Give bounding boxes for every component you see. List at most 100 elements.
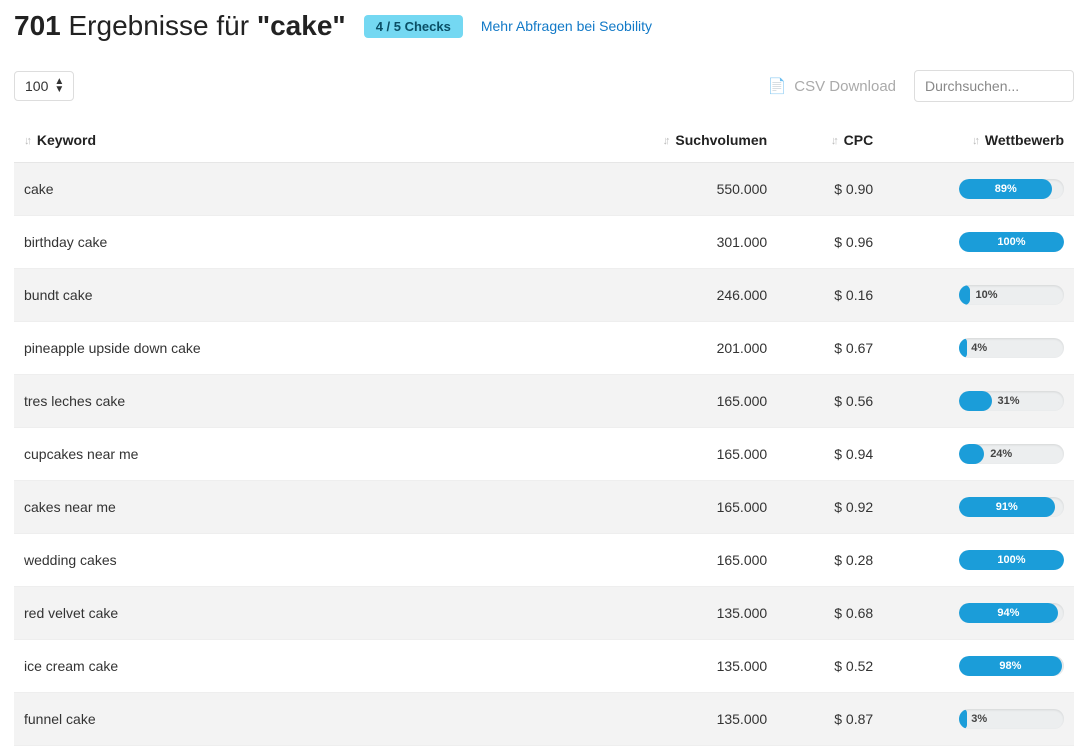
dropdown-icon: ▲▼ (54, 78, 63, 94)
cell-competition: 94% (883, 587, 1074, 640)
controls-row: 100 ▲▼ 📄 CSV Download (14, 70, 1074, 102)
cell-competition: 91% (883, 481, 1074, 534)
cell-volume: 550.000 (629, 163, 777, 216)
competition-bar: 31% (959, 391, 1064, 411)
sort-icon: ↓↑ (24, 135, 29, 147)
header-row: 701 Ergebnisse für "cake" 4 / 5 Checks M… (14, 10, 1074, 42)
cell-cpc: $ 0.28 (777, 534, 883, 587)
competition-bar: 94% (959, 603, 1064, 623)
cell-keyword: red velvet cake (14, 587, 629, 640)
cell-volume: 165.000 (629, 481, 777, 534)
result-count: 701 (14, 10, 61, 41)
competition-bar: 10% (959, 285, 1064, 305)
cell-keyword: birthday cake (14, 216, 629, 269)
cell-cpc: $ 0.52 (777, 640, 883, 693)
csv-label: CSV Download (794, 78, 896, 95)
cell-volume: 135.000 (629, 640, 777, 693)
competition-bar: 89% (959, 179, 1064, 199)
table-row: pineapple upside down cake201.000$ 0.67 4… (14, 322, 1074, 375)
cell-competition: 4% (883, 322, 1074, 375)
competition-label: 89% (995, 183, 1017, 195)
cell-volume: 135.000 (629, 693, 777, 746)
cell-keyword: funnel cake (14, 693, 629, 746)
cell-volume: 165.000 (629, 428, 777, 481)
competition-label: 94% (997, 607, 1019, 619)
table-row: cake550.000$ 0.90 89% (14, 163, 1074, 216)
table-row: tres leches cake165.000$ 0.56 31% (14, 375, 1074, 428)
competition-bar: 100% (959, 232, 1064, 252)
col-header-volume-label: Suchvolumen (675, 132, 767, 148)
cell-cpc: $ 0.67 (777, 322, 883, 375)
cell-cpc: $ 0.90 (777, 163, 883, 216)
more-queries-link[interactable]: Mehr Abfragen bei Seobility (481, 18, 652, 34)
competition-label: 31% (998, 395, 1020, 407)
cell-volume: 201.000 (629, 322, 777, 375)
cell-competition: 98% (883, 640, 1074, 693)
page-title: 701 Ergebnisse für "cake" (14, 10, 346, 42)
csv-download-button[interactable]: 📄 CSV Download (768, 77, 896, 95)
table-row: wedding cakes165.000$ 0.28 100% (14, 534, 1074, 587)
cell-cpc: $ 0.94 (777, 428, 883, 481)
cell-volume: 165.000 (629, 534, 777, 587)
cell-keyword: pineapple upside down cake (14, 322, 629, 375)
page-size-selector[interactable]: 100 ▲▼ (14, 71, 74, 101)
table-row: cakes near me165.000$ 0.92 91% (14, 481, 1074, 534)
competition-label: 3% (971, 713, 987, 725)
table-row: cupcakes near me165.000$ 0.94 24% (14, 428, 1074, 481)
table-row: ice cream cake135.000$ 0.52 98% (14, 640, 1074, 693)
cell-keyword: tres leches cake (14, 375, 629, 428)
page-size-value: 100 (25, 78, 48, 94)
search-input[interactable] (914, 70, 1074, 102)
col-header-cpc[interactable]: ↓↑ CPC (777, 118, 883, 163)
col-header-competition-label: Wettbewerb (985, 132, 1064, 148)
cell-volume: 135.000 (629, 587, 777, 640)
results-prefix: Ergebnisse für (69, 10, 250, 41)
cell-keyword: ice cream cake (14, 640, 629, 693)
competition-label: 100% (997, 554, 1025, 566)
table-row: birthday cake301.000$ 0.96 100% (14, 216, 1074, 269)
competition-label: 98% (999, 660, 1021, 672)
cell-cpc: $ 0.68 (777, 587, 883, 640)
competition-bar: 91% (959, 497, 1064, 517)
cell-keyword: cakes near me (14, 481, 629, 534)
cell-competition: 100% (883, 534, 1074, 587)
checks-badge[interactable]: 4 / 5 Checks (364, 15, 463, 38)
table-row: red velvet cake135.000$ 0.68 94% (14, 587, 1074, 640)
cell-cpc: $ 0.87 (777, 693, 883, 746)
competition-bar: 3% (959, 709, 1064, 729)
cell-competition: 24% (883, 428, 1074, 481)
competition-label: 100% (997, 236, 1025, 248)
competition-bar: 4% (959, 338, 1064, 358)
cell-competition: 100% (883, 216, 1074, 269)
cell-cpc: $ 0.56 (777, 375, 883, 428)
cell-cpc: $ 0.96 (777, 216, 883, 269)
cell-keyword: cake (14, 163, 629, 216)
col-header-keyword-label: Keyword (37, 132, 96, 148)
results-table: ↓↑ Keyword ↓↑ Suchvolumen ↓↑ CPC ↓↑ Wett… (14, 118, 1074, 746)
cell-competition: 89% (883, 163, 1074, 216)
sort-icon: ↓↑ (831, 135, 836, 147)
competition-bar: 100% (959, 550, 1064, 570)
cell-volume: 246.000 (629, 269, 777, 322)
cell-competition: 31% (883, 375, 1074, 428)
col-header-volume[interactable]: ↓↑ Suchvolumen (629, 118, 777, 163)
col-header-keyword[interactable]: ↓↑ Keyword (14, 118, 629, 163)
competition-bar: 98% (959, 656, 1064, 676)
cell-keyword: cupcakes near me (14, 428, 629, 481)
cell-cpc: $ 0.92 (777, 481, 883, 534)
competition-label: 10% (976, 289, 998, 301)
table-row: funnel cake135.000$ 0.87 3% (14, 693, 1074, 746)
competition-label: 91% (996, 501, 1018, 513)
search-term: cake (270, 10, 332, 41)
file-icon: 📄 (768, 77, 787, 95)
competition-bar: 24% (959, 444, 1064, 464)
col-header-cpc-label: CPC (844, 132, 874, 148)
right-controls: 📄 CSV Download (768, 70, 1074, 102)
cell-competition: 10% (883, 269, 1074, 322)
cell-volume: 301.000 (629, 216, 777, 269)
cell-keyword: bundt cake (14, 269, 629, 322)
search-term-quoted: "cake" (257, 10, 346, 41)
col-header-competition[interactable]: ↓↑ Wettbewerb (883, 118, 1074, 163)
cell-volume: 165.000 (629, 375, 777, 428)
cell-keyword: wedding cakes (14, 534, 629, 587)
